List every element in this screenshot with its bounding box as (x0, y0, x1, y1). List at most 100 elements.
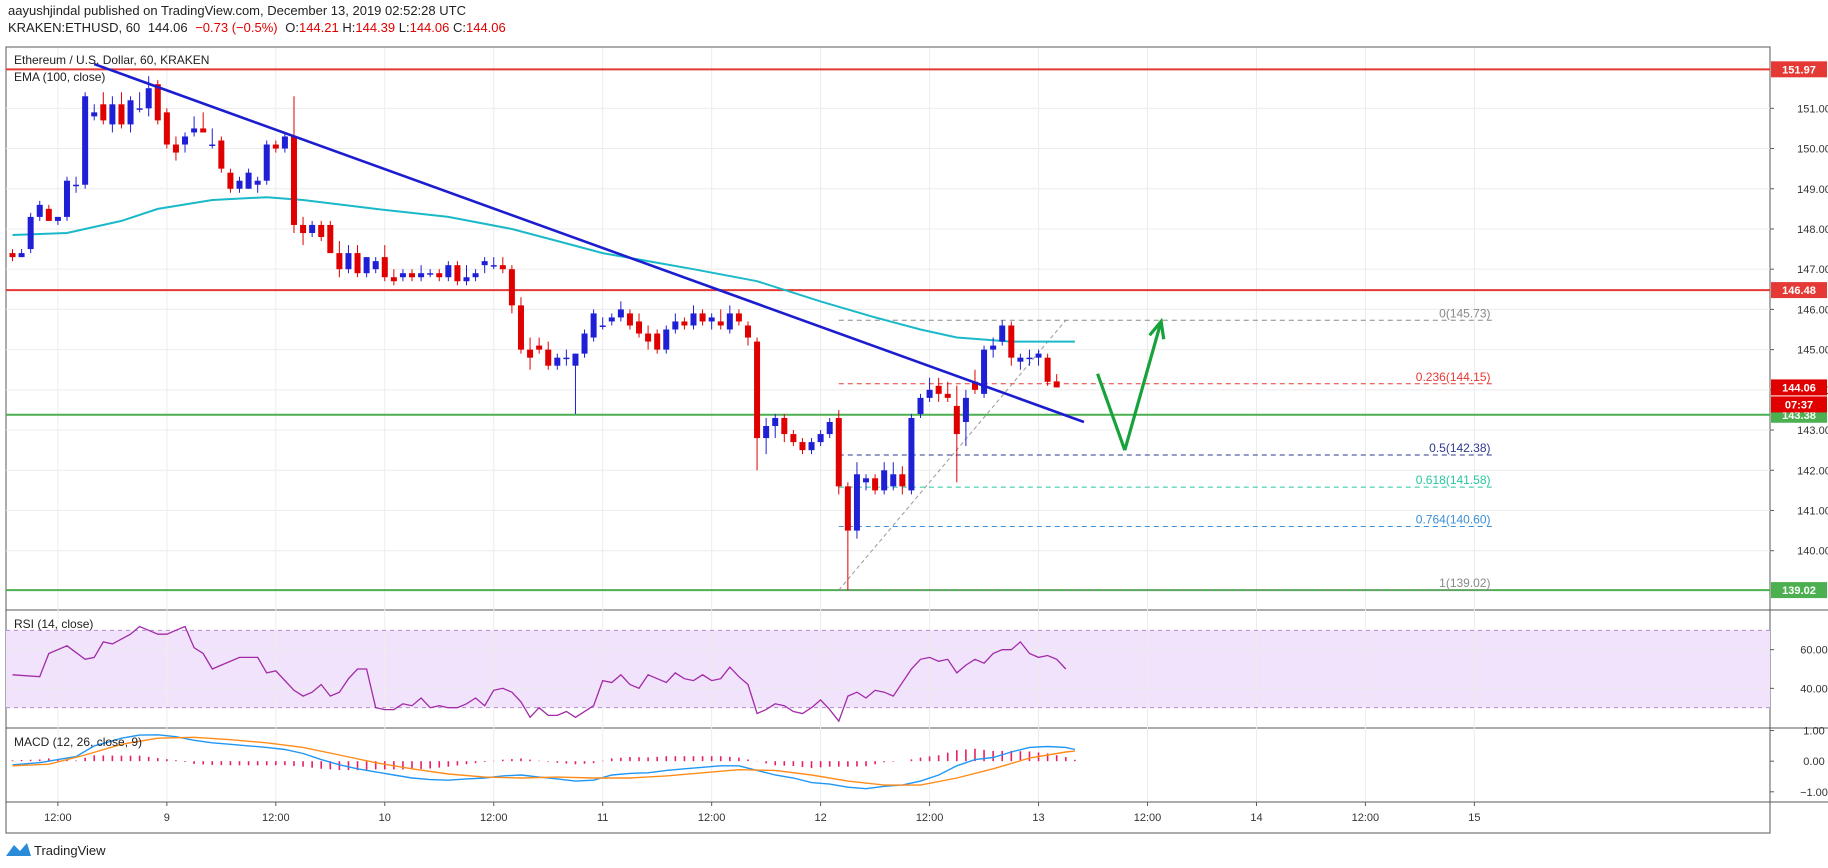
candle-body (717, 321, 724, 326)
rsi-label: RSI (14, close) (14, 617, 93, 631)
candle (690, 305, 697, 330)
price-tick-label: 141.00 (1797, 505, 1828, 517)
resistance-2-tag-bg (1771, 282, 1827, 299)
candle-body (118, 104, 125, 125)
candle (735, 309, 742, 326)
candle (508, 265, 515, 314)
fib-level-label: 0(145.73) (1439, 306, 1490, 320)
candle (926, 377, 933, 402)
candle (1044, 353, 1051, 386)
rsi-band (6, 630, 1770, 708)
author-name[interactable]: aayushjindal (8, 3, 81, 18)
candle-body (726, 313, 733, 330)
candle (826, 417, 833, 439)
low-label: L: (398, 20, 410, 35)
symbol-line: KRAKEN:ETHUSD, 60 144.06 −0.73 (−0.5%) O… (8, 20, 506, 35)
macd-tick-label: 0.00 (1803, 756, 1824, 768)
candle-body (1008, 325, 1015, 358)
price-axis-ticks: 140.00141.00142.00143.00144.00145.00146.… (1770, 103, 1828, 799)
candle-body (781, 417, 788, 435)
candle-body (536, 345, 543, 350)
candle (645, 325, 652, 350)
candle (608, 313, 615, 326)
tradingview-logo-icon (6, 843, 31, 856)
candle (472, 269, 479, 282)
candle-body (36, 204, 43, 217)
candle-body (853, 474, 860, 531)
candle-body (990, 345, 997, 350)
close-value: 144.06 (465, 20, 506, 35)
candle (191, 116, 198, 137)
price-tick-label: 147.00 (1797, 264, 1828, 276)
candle-body (690, 313, 697, 326)
candle-body (18, 253, 25, 258)
candle-body (327, 224, 334, 254)
candle-body (245, 172, 252, 189)
candle (1035, 349, 1042, 366)
candle (581, 329, 588, 358)
candle-body (300, 224, 307, 233)
open-label: O: (285, 20, 299, 35)
countdown-tag-bg (1771, 396, 1827, 413)
candle-body (735, 313, 742, 322)
candle-body (708, 317, 715, 322)
candle-body (835, 417, 842, 487)
support-tag: 143.38 (1782, 410, 1816, 422)
price-tick-label: 151.00 (1797, 103, 1828, 115)
tradingview-logo-text: TradingView (34, 843, 106, 858)
macd-tick-label: −1.00 (1800, 787, 1828, 799)
time-tick-label: 12:00 (480, 812, 508, 824)
candle (545, 341, 552, 370)
resistance-tag-bg (1771, 61, 1827, 78)
candle-body (663, 329, 670, 350)
open-value: 144.21 (298, 20, 339, 35)
candle-body (763, 426, 770, 439)
macd-histogram (11, 748, 1076, 771)
candle-body (772, 417, 779, 427)
candle (454, 261, 461, 286)
candle (799, 438, 806, 455)
candle-body (799, 442, 806, 451)
candle (45, 204, 52, 221)
candle (536, 337, 543, 354)
candle (245, 168, 252, 189)
candle-body (817, 434, 824, 443)
candle-body (971, 381, 978, 390)
last-price-tag-bg (1771, 379, 1827, 396)
candle (18, 249, 25, 258)
candle-body (272, 144, 279, 149)
candle (790, 430, 797, 447)
candle-body (572, 353, 579, 366)
candle-body (899, 474, 906, 487)
candle (36, 200, 43, 221)
high-label: H: (342, 20, 356, 35)
support-2-tag-bg (1771, 582, 1827, 599)
candle (499, 257, 506, 274)
candle-body (944, 393, 951, 398)
candle-body (399, 273, 406, 278)
rsi-tick-label: 60.00 (1800, 645, 1828, 657)
last-price-tag: 144.06 (1782, 382, 1816, 394)
candle (136, 92, 143, 113)
candle-body (962, 397, 969, 422)
tradingview-logo[interactable]: TradingView (6, 843, 106, 858)
candle-body (863, 478, 870, 483)
price-tick-label: 145.00 (1797, 345, 1828, 357)
candle (200, 112, 207, 133)
candle (218, 136, 225, 173)
candle-body (926, 389, 933, 398)
candle (100, 92, 107, 125)
candle (182, 132, 189, 153)
main-pane-title: Ethereum / U.S. Dollar, 60, KRAKEN (14, 53, 209, 67)
signal-line (12, 736, 1075, 786)
time-tick-label: 12:00 (698, 812, 726, 824)
candle-body (636, 321, 643, 334)
candle (636, 313, 643, 338)
candle (935, 377, 942, 402)
candle (590, 309, 597, 342)
candle (626, 309, 633, 330)
time-tick-label: 12:00 (262, 812, 290, 824)
candle-body (390, 277, 397, 282)
candle (1026, 349, 1033, 366)
